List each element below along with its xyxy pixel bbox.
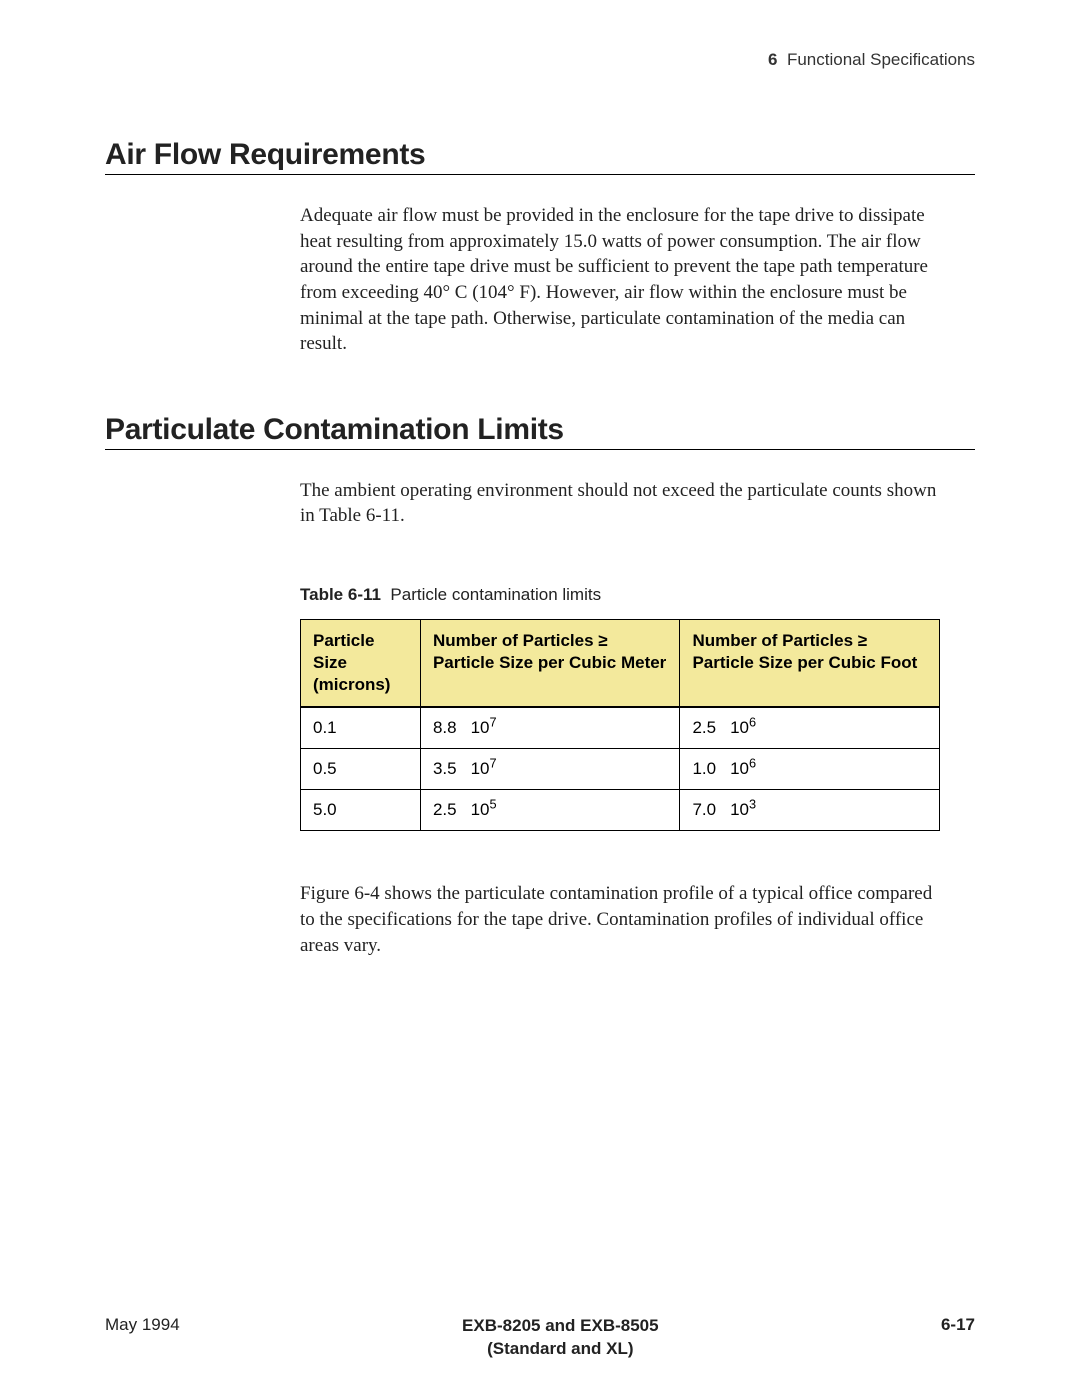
footer-title-line1: EXB-8205 and EXB-8505 xyxy=(462,1316,659,1335)
table-row: 0.5 3.5107 1.0106 xyxy=(301,749,940,790)
cell-meter: 8.8107 xyxy=(420,707,680,749)
cell-size: 0.1 xyxy=(301,707,421,749)
table-col-header-size: Particle Size (microns) xyxy=(301,620,421,708)
table-caption-text: Particle contamination limits xyxy=(390,585,601,604)
cell-meter: 2.5105 xyxy=(420,790,680,831)
footer-page: 6-17 xyxy=(941,1315,975,1335)
table-row: 0.1 8.8107 2.5106 xyxy=(301,707,940,749)
chapter-number: 6 xyxy=(768,50,777,69)
chapter-title: Functional Specifications xyxy=(787,50,975,69)
cell-foot: 7.0103 xyxy=(680,790,940,831)
cell-meter: 3.5107 xyxy=(420,749,680,790)
footer-title-line2: (Standard and XL) xyxy=(487,1339,633,1358)
airflow-paragraph: Adequate air flow must be provided in th… xyxy=(300,203,945,357)
section-title-airflow: Air Flow Requirements xyxy=(105,138,975,175)
table-header-row: Particle Size (microns) Number of Partic… xyxy=(301,620,940,708)
page-header: 6 Functional Specifications xyxy=(105,50,975,70)
particulate-outro: Figure 6-4 shows the particulate contami… xyxy=(300,881,945,958)
page-footer: May 1994 EXB-8205 and EXB-8505 (Standard… xyxy=(105,1315,975,1361)
table-label: Table 6-11 xyxy=(300,585,381,604)
footer-date: May 1994 xyxy=(105,1315,180,1335)
cell-size: 5.0 xyxy=(301,790,421,831)
cell-size: 0.5 xyxy=(301,749,421,790)
cell-foot: 1.0106 xyxy=(680,749,940,790)
table-col-header-meter: Number of Particles ≥ Particle Size per … xyxy=(420,620,680,708)
particulate-intro: The ambient operating environment should… xyxy=(300,478,945,529)
footer-center: EXB-8205 and EXB-8505 (Standard and XL) xyxy=(462,1315,659,1361)
cell-foot: 2.5106 xyxy=(680,707,940,749)
particle-table: Particle Size (microns) Number of Partic… xyxy=(300,619,940,831)
section-title-particulate: Particulate Contamination Limits xyxy=(105,413,975,450)
table-caption: Table 6-11 Particle contamination limits xyxy=(300,585,975,605)
table-row: 5.0 2.5105 7.0103 xyxy=(301,790,940,831)
table-col-header-foot: Number of Particles ≥ Particle Size per … xyxy=(680,620,940,708)
